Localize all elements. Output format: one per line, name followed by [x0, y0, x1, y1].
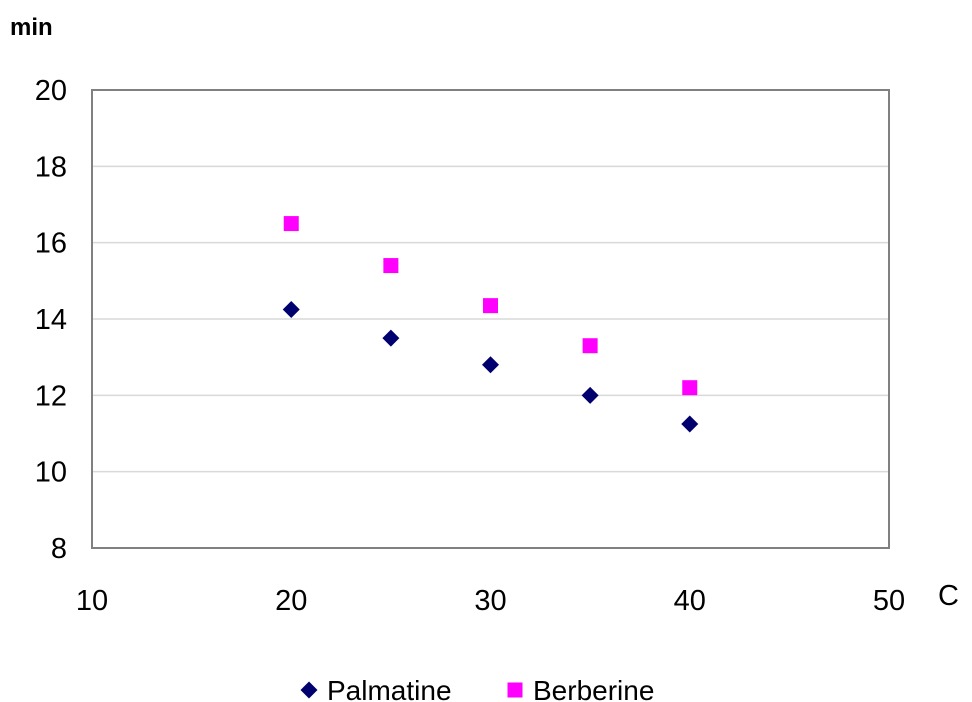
palmatine-point: [282, 300, 300, 318]
x-axis-ticks: 10 20 30 40 50: [76, 585, 905, 617]
x-tick-label: 20: [275, 585, 307, 617]
palmatine-point: [581, 386, 599, 404]
y-axis-ticks: 8 10 12 14 16 18 20: [35, 75, 67, 565]
x-axis-label: C: [938, 580, 959, 612]
y-axis-label: min: [10, 14, 53, 41]
x-tick-label: 30: [474, 585, 506, 617]
x-tick-label: 10: [76, 585, 108, 617]
legend-marker-berberine: [507, 682, 523, 698]
x-tick-label: 50: [873, 585, 905, 617]
y-tick-label: 12: [35, 380, 67, 412]
legend-marker-palmatine: [300, 681, 318, 699]
berberine-point: [582, 338, 598, 354]
y-tick-label: 14: [35, 304, 67, 336]
x-tick-label: 40: [674, 585, 706, 617]
y-tick-label: 16: [35, 228, 67, 260]
y-tick-label: 20: [35, 75, 67, 107]
y-tick-label: 8: [51, 533, 67, 565]
berberine-point: [383, 258, 399, 274]
berberine-point: [483, 298, 498, 314]
berberine-point: [682, 380, 698, 396]
palmatine-point: [382, 329, 400, 347]
legend-label-palmatine: Palmatine: [327, 675, 452, 702]
y-tick-label: 18: [35, 151, 67, 183]
palmatine-point: [681, 415, 699, 433]
gridlines: [92, 165, 889, 473]
plot-border: [91, 89, 890, 549]
data-points: [282, 216, 699, 433]
y-tick-label: 10: [35, 457, 67, 489]
berberine-point: [283, 216, 299, 232]
legend-label-berberine: Berberine: [533, 675, 654, 702]
legend: Palmatine Berberine: [300, 675, 654, 702]
palmatine-point: [482, 356, 499, 374]
